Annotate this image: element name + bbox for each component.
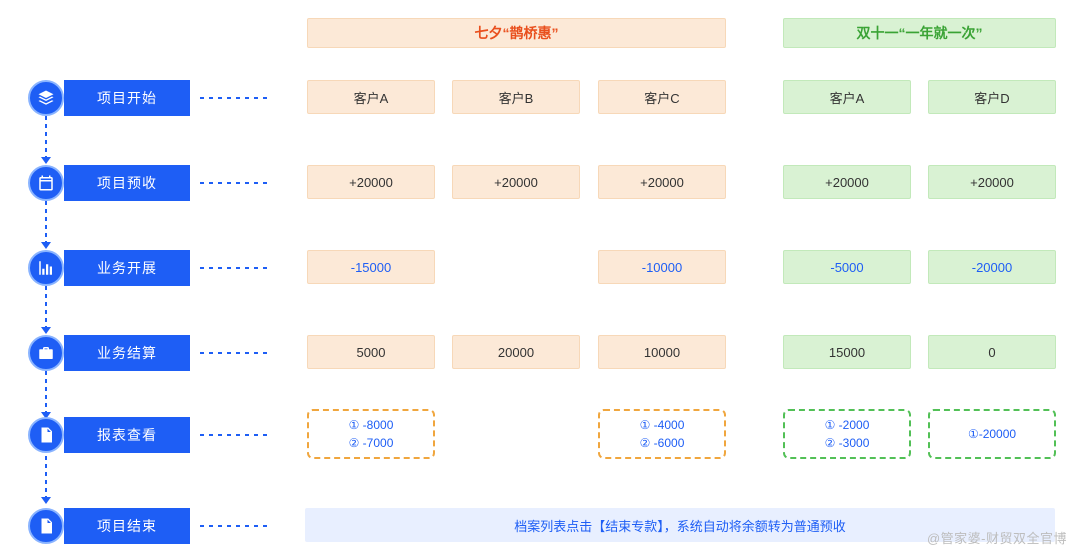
step-icon-chart: [28, 250, 64, 286]
step-label: 报表查看: [64, 417, 190, 453]
data-cell: -10000: [598, 250, 726, 284]
dash-line: ② -6000: [640, 434, 685, 452]
connector-dots: [200, 97, 270, 99]
data-cell: 客户B: [452, 80, 580, 114]
dash-cell: ①-20000: [928, 409, 1056, 459]
data-cell: -5000: [783, 250, 911, 284]
connector-dots: [200, 525, 270, 527]
step-label: 项目开始: [64, 80, 190, 116]
flow-arrow-down: [45, 116, 47, 158]
dash-line: ② -7000: [349, 434, 394, 452]
dash-cell: ① -4000② -6000: [598, 409, 726, 459]
data-cell: 客户C: [598, 80, 726, 114]
step-label: 业务开展: [64, 250, 190, 286]
header-campaign-a: 七夕“鹊桥惠”: [307, 18, 726, 48]
dash-cell: ① -8000② -7000: [307, 409, 435, 459]
flow-step: 报表查看: [28, 417, 270, 453]
data-cell: 客户A: [783, 80, 911, 114]
data-cell: 20000: [452, 335, 580, 369]
data-cell: -15000: [307, 250, 435, 284]
data-cell: 客户A: [307, 80, 435, 114]
data-cell: -20000: [928, 250, 1056, 284]
dash-line: ① -2000: [825, 416, 870, 434]
connector-dots: [200, 352, 270, 354]
data-cell: +20000: [783, 165, 911, 199]
data-cell: +20000: [307, 165, 435, 199]
data-cell: 10000: [598, 335, 726, 369]
step-icon-calendar: [28, 165, 64, 201]
data-cell: +20000: [452, 165, 580, 199]
connector-dots: [200, 434, 270, 436]
data-cell: +20000: [598, 165, 726, 199]
flow-step: 项目开始: [28, 80, 270, 116]
flow-arrow-down: [45, 286, 47, 328]
data-cell: 5000: [307, 335, 435, 369]
step-icon-layers: [28, 80, 64, 116]
step-icon-doc: [28, 508, 64, 544]
connector-dots: [200, 182, 270, 184]
dash-line: ① -4000: [640, 416, 685, 434]
step-icon-report: [28, 417, 64, 453]
watermark: @管家婆-财贸双全官博: [927, 528, 1067, 547]
step-label: 项目预收: [64, 165, 190, 201]
dash-line: ① -8000: [349, 416, 394, 434]
dash-line: ② -3000: [825, 434, 870, 452]
data-cell: 0: [928, 335, 1056, 369]
header-campaign-b: 双十一“一年就一次”: [783, 18, 1056, 48]
step-icon-briefcase: [28, 335, 64, 371]
flow-step: 业务开展: [28, 250, 270, 286]
flow-arrow-down: [45, 456, 47, 498]
data-cell: +20000: [928, 165, 1056, 199]
flow-step: 业务结算: [28, 335, 270, 371]
step-label: 业务结算: [64, 335, 190, 371]
flow-arrow-down: [45, 201, 47, 243]
connector-dots: [200, 267, 270, 269]
flow-arrow-down: [45, 371, 47, 413]
data-cell: 15000: [783, 335, 911, 369]
dash-line: ①-20000: [968, 425, 1016, 443]
flow-step: 项目结束: [28, 508, 270, 544]
flow-step: 项目预收: [28, 165, 270, 201]
step-label: 项目结束: [64, 508, 190, 544]
data-cell: 客户D: [928, 80, 1056, 114]
dash-cell: ① -2000② -3000: [783, 409, 911, 459]
